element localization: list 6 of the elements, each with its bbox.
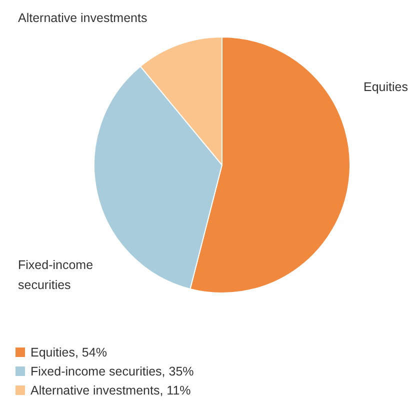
legend-label: Fixed-income securities, 35% <box>30 364 194 378</box>
text: Alternative investments <box>18 11 148 25</box>
legend-label: Alternative investments, 11% <box>30 383 191 398</box>
text: Fixed-income securities <box>18 258 94 292</box>
text: Equities <box>364 80 408 94</box>
legend-label: Equities, 54% <box>30 345 107 360</box>
